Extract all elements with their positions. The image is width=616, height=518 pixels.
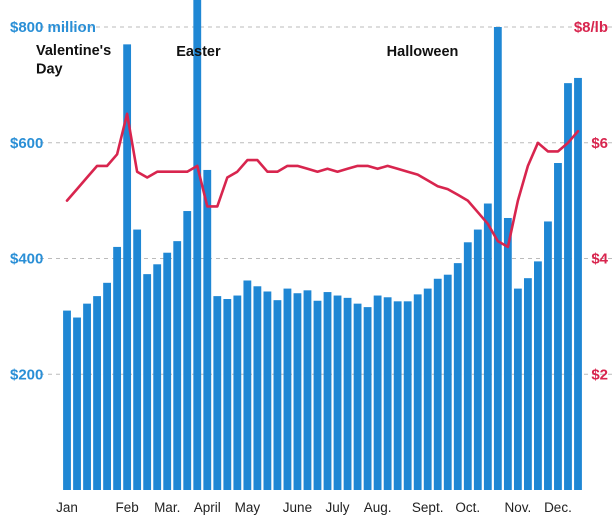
sales-bar — [383, 297, 392, 490]
sales-bar — [353, 303, 362, 490]
sales-bar — [283, 288, 292, 490]
right-tick-label: $8/lb — [574, 19, 608, 36]
sales-bar — [73, 317, 81, 490]
sales-bar — [203, 169, 212, 490]
x-tick-label: June — [283, 500, 312, 515]
sales-bar — [523, 278, 532, 490]
x-axis-ticks: Jan Feb Mar. April May June July Aug. Sept. Oct. N… — [56, 500, 572, 515]
sales-bar — [503, 217, 512, 491]
x-tick-label: July — [326, 500, 350, 515]
x-tick-label: Jan — [56, 500, 78, 515]
x-tick-label: Feb — [115, 500, 138, 515]
sales-bar — [193, 0, 202, 491]
sales-bar — [473, 229, 482, 490]
sales-bar — [213, 296, 222, 490]
sales-bar — [123, 44, 132, 491]
left-tick-label: $800 million — [10, 19, 96, 36]
sales-bar — [544, 221, 552, 490]
annotation-label: Valentine's — [36, 43, 111, 59]
sales-bar — [453, 263, 462, 490]
sales-bar — [373, 295, 382, 490]
sales-bar — [293, 293, 302, 490]
x-tick-label: Aug. — [364, 500, 392, 515]
sales-bar — [574, 77, 582, 491]
holiday-annotations: Valentine's Day Easter Halloween — [36, 43, 458, 78]
sales-bar — [253, 286, 262, 490]
sales-bar — [63, 310, 71, 490]
sales-bar — [423, 288, 432, 490]
sales-bar — [173, 241, 182, 490]
sales-bar — [564, 83, 572, 490]
x-tick-label: April — [194, 500, 221, 515]
sales-bar — [483, 203, 492, 490]
annotation-label: Easter — [176, 44, 221, 60]
left-tick-label: $600 — [10, 135, 43, 152]
sales-bar — [233, 295, 242, 490]
sales-bar — [323, 292, 332, 490]
sales-bar — [143, 274, 152, 490]
x-tick-label: Oct. — [455, 500, 480, 515]
sales-bar — [493, 27, 502, 490]
sales-bar — [393, 301, 402, 490]
left-tick-label: $400 — [10, 251, 43, 268]
left-tick-label: $200 — [10, 366, 43, 383]
sales-bar — [513, 288, 522, 490]
sales-bar — [413, 294, 422, 490]
x-tick-label: Nov. — [504, 500, 531, 515]
right-axis-ticks: $8/lb $6 $4 $2 — [574, 19, 609, 383]
sales-bar — [333, 295, 342, 490]
annotation-label: Halloween — [387, 44, 459, 60]
sales-bar — [403, 301, 412, 490]
sales-bar — [363, 307, 372, 490]
x-tick-label: Mar. — [154, 500, 180, 515]
sales-bars — [63, 0, 582, 491]
sales-bar — [183, 211, 192, 491]
x-tick-label: Dec. — [544, 500, 572, 515]
sales-bar — [223, 299, 232, 490]
price-line — [65, 112, 580, 249]
annotation-label: Day — [36, 61, 63, 77]
sales-bar — [153, 264, 162, 490]
sales-bar — [433, 278, 442, 490]
sales-bar — [554, 163, 562, 490]
sales-bar — [163, 252, 172, 490]
sales-bar — [534, 261, 542, 490]
x-tick-label: May — [235, 500, 261, 515]
sales-bar — [303, 290, 312, 490]
sales-bar — [263, 291, 272, 490]
x-tick-label: Sept. — [412, 500, 444, 515]
sales-bar — [463, 242, 472, 490]
sales-bar — [83, 303, 91, 490]
sales-bar — [93, 296, 101, 490]
right-tick-label: $4 — [591, 251, 608, 268]
sales-bar — [103, 282, 111, 490]
sales-bar — [273, 300, 282, 490]
sales-bar — [443, 274, 452, 490]
sales-bar — [313, 300, 322, 490]
sales-bar — [343, 297, 352, 490]
sales-bar — [133, 229, 142, 490]
sales-bar — [243, 280, 252, 490]
sales-bar — [113, 246, 122, 490]
right-tick-label: $6 — [591, 135, 608, 152]
right-tick-label: $2 — [591, 366, 608, 383]
left-axis-ticks: $800 million $600 $400 $200 — [10, 19, 96, 383]
